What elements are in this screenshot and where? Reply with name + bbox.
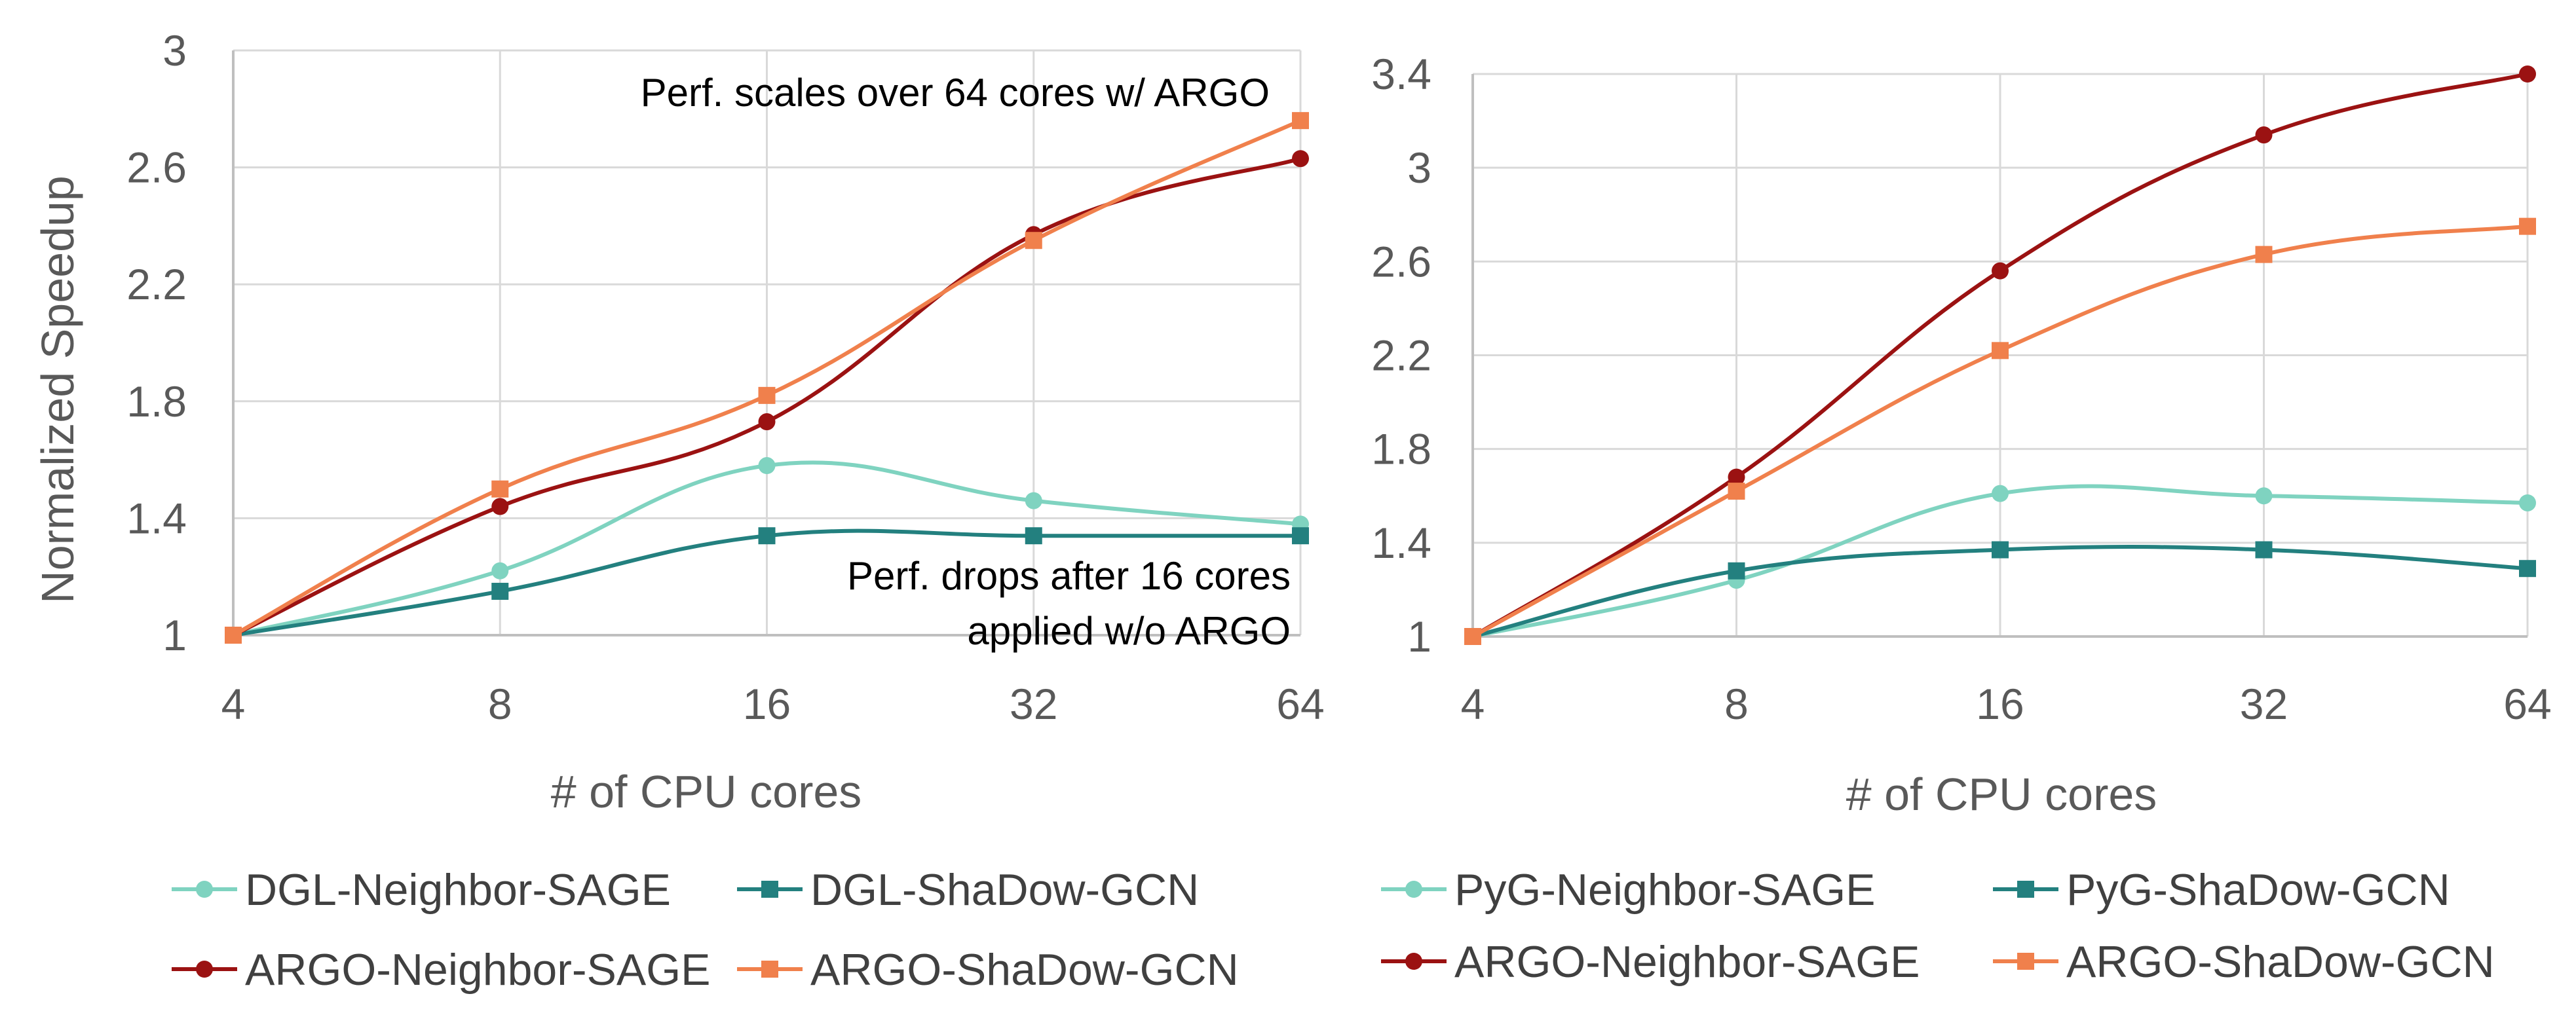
y-tick-label: 2.6 [126,143,187,192]
data-point-argo-shadow-gcn [2255,246,2273,263]
data-point-dgl-shadow-gcn [491,583,509,600]
data-point-argo-neighbor-sage [758,413,776,431]
x-axis-label: # of CPU cores [551,766,862,817]
data-point-dgl-neighbor-sage [1025,492,1042,509]
y-tick-label: 2.6 [1371,237,1431,286]
legend-item-argo-shadow-gcn: ARGO-ShaDow-GCN [1993,937,2495,987]
legend-item-argo-shadow-gcn: ARGO-ShaDow-GCN [737,945,1239,995]
data-point-pyg-neighbor-sage [1992,485,2009,502]
data-point-pyg-shadow-gcn [2255,541,2273,559]
x-tick-label: 16 [1976,680,2024,728]
legend-item-dgl-neighbor-sage: DGL-Neighbor-SAGE [172,865,671,915]
data-point-argo-shadow-gcn [225,627,242,644]
gridlines [232,49,1302,636]
y-tick-label: 1.8 [1371,425,1431,473]
annotation-scales: Perf. scales over 64 cores w/ ARGO [641,71,1270,115]
legend-swatch-marker [761,961,778,978]
legend-label: ARGO-ShaDow-GCN [2066,937,2495,987]
y-tick-labels: 1 1.4 1.8 2.2 2.6 3 [126,26,187,659]
y-tick-label: 1.8 [126,377,187,426]
legend-label: ARGO-Neighbor-SAGE [1454,937,1920,987]
y-tick-label: 2.2 [1371,331,1431,380]
x-tick-labels: 4 8 16 32 64 [1461,680,2552,728]
x-tick-label: 64 [2503,680,2551,728]
legend-label: ARGO-ShaDow-GCN [810,945,1239,995]
y-tick-label: 2.2 [126,260,187,308]
legend-swatch-marker [1405,953,1422,970]
legend-swatch-marker [761,881,778,898]
x-axis-label: # of CPU cores [1846,769,2157,820]
y-tick-label: 1.4 [126,494,187,542]
x-tick-label: 16 [743,680,791,728]
data-point-argo-shadow-gcn [758,386,776,404]
data-point-dgl-shadow-gcn [758,527,776,545]
data-point-dgl-neighbor-sage [758,457,776,475]
chart-pyg-vs-argo: 1 1.4 1.8 2.2 2.6 3 3.4 4 8 16 32 64 # of CPU core… [1371,50,2551,987]
legend: PyG-Neighbor-SAGE PyG-ShaDow-GCN ARGO-Neig… [1381,865,2495,987]
legend-item-dgl-shadow-gcn: DGL-ShaDow-GCN [737,865,1199,915]
legend-item-argo-neighbor-sage: ARGO-Neighbor-SAGE [172,945,710,995]
legend-swatch-marker [196,881,213,898]
y-tick-label: 3 [1407,143,1431,192]
data-point-argo-neighbor-sage [2519,65,2536,83]
x-tick-label: 8 [488,680,512,728]
data-point-dgl-neighbor-sage [491,562,509,580]
legend-label: DGL-Neighbor-SAGE [245,865,671,915]
chart-dgl-vs-argo: 1 1.4 1.8 2.2 2.6 3 4 8 16 32 64 Normalized Speed… [32,26,1325,995]
x-tick-label: 64 [1276,680,1324,728]
legend-label: PyG-ShaDow-GCN [2066,865,2450,915]
x-tick-label: 4 [221,680,246,728]
data-point-argo-shadow-gcn [1025,232,1042,249]
data-point-argo-shadow-gcn [1464,628,1481,645]
legend-swatch-marker [196,961,213,978]
data-point-pyg-shadow-gcn [1728,562,1745,580]
x-tick-label: 4 [1461,680,1485,728]
data-point-argo-neighbor-sage [1728,468,1745,486]
legend-label: ARGO-Neighbor-SAGE [245,945,710,995]
series-markers [225,112,1309,644]
data-point-argo-neighbor-sage [491,498,509,515]
data-point-argo-neighbor-sage [2255,126,2273,144]
y-tick-label: 1 [162,611,187,659]
data-point-dgl-shadow-gcn [1025,527,1042,545]
x-tick-labels: 4 8 16 32 64 [221,680,1325,728]
data-point-argo-shadow-gcn [1992,342,2009,359]
annotation-drops: Perf. drops after 16 cores [847,554,1291,598]
legend-swatch-marker [2017,953,2034,970]
legend: DGL-Neighbor-SAGE DGL-ShaDow-GCN ARGO-Neig… [172,865,1239,995]
data-point-argo-shadow-gcn [1292,112,1309,130]
axes [232,50,1300,636]
data-point-pyg-neighbor-sage [2519,494,2536,511]
y-tick-label: 3.4 [1371,50,1431,98]
annotation-applied: applied w/o ARGO [967,609,1291,653]
legend-label: DGL-ShaDow-GCN [810,865,1199,915]
data-point-argo-shadow-gcn [1728,483,1745,500]
data-point-pyg-shadow-gcn [2519,560,2536,578]
y-tick-label: 1.4 [1371,519,1431,567]
data-point-pyg-neighbor-sage [2255,487,2273,505]
legend-item-pyg-neighbor-sage: PyG-Neighbor-SAGE [1381,865,1875,915]
data-point-pyg-shadow-gcn [1992,541,2009,559]
data-point-dgl-shadow-gcn [1292,527,1309,545]
x-tick-label: 32 [1010,680,1057,728]
data-point-argo-shadow-gcn [491,480,509,498]
data-point-argo-neighbor-sage [1992,262,2009,280]
legend-label: PyG-Neighbor-SAGE [1454,865,1875,915]
y-axis-label: Normalized Speedup [32,175,83,604]
legend-swatch-marker [2017,881,2034,898]
legend-item-argo-neighbor-sage: ARGO-Neighbor-SAGE [1381,937,1920,987]
y-tick-labels: 1 1.4 1.8 2.2 2.6 3 3.4 [1371,50,1431,661]
x-tick-label: 8 [1724,680,1749,728]
axes [1471,74,2528,638]
legend-item-pyg-shadow-gcn: PyG-ShaDow-GCN [1993,865,2450,915]
data-point-argo-shadow-gcn [2519,217,2536,235]
legend-swatch-marker [1405,881,1422,898]
series-markers [1464,65,2536,645]
y-tick-label: 1 [1407,612,1431,661]
x-tick-label: 32 [2240,680,2288,728]
data-point-argo-neighbor-sage [1292,150,1309,168]
y-tick-label: 3 [162,26,187,75]
